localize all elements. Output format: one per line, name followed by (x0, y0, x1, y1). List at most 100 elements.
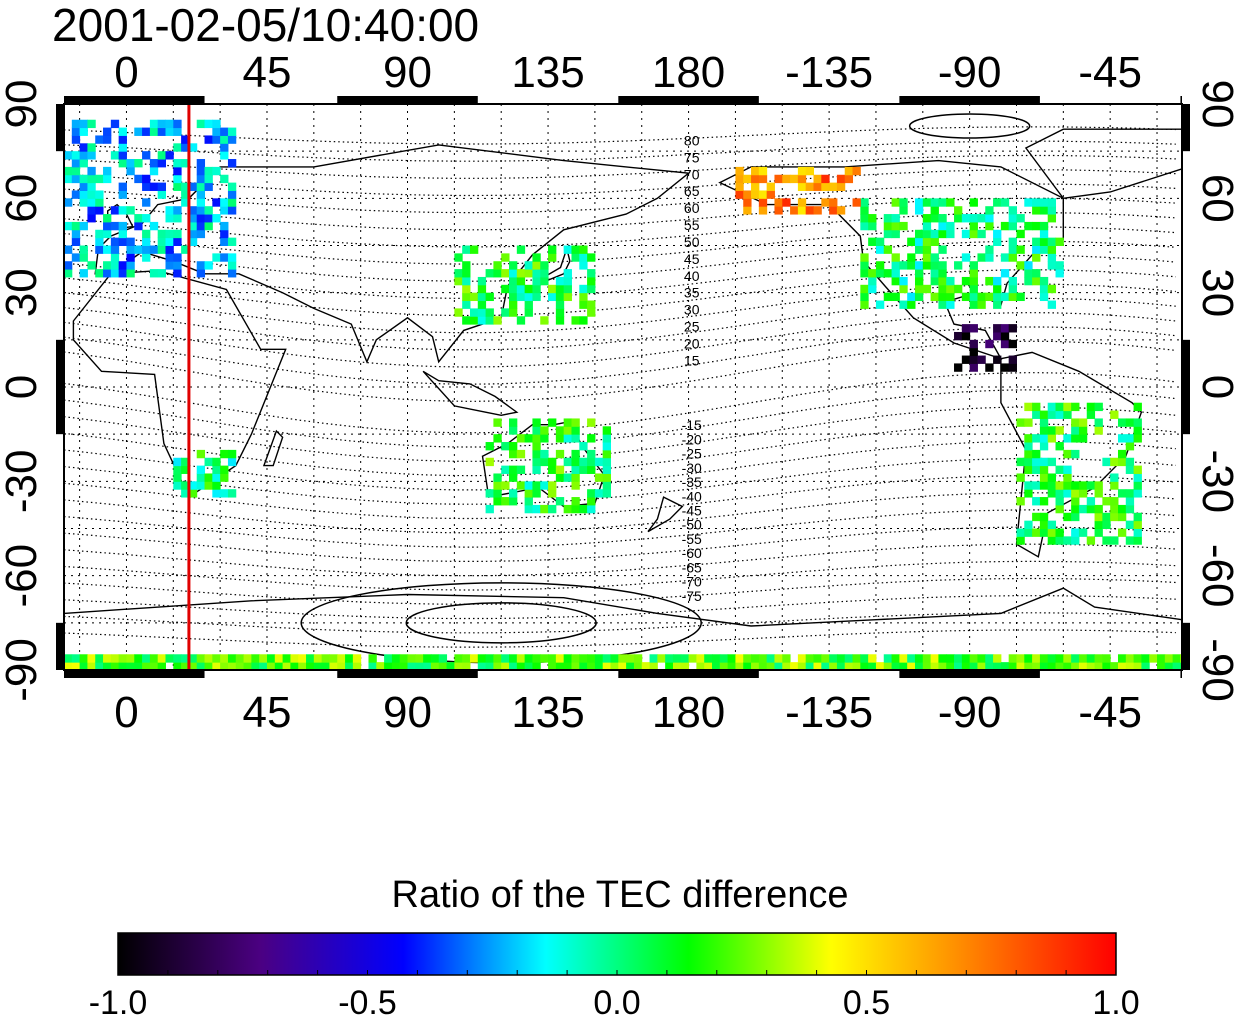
tec-cell (509, 426, 518, 435)
tec-cell (875, 237, 885, 246)
tec-cell (204, 214, 213, 223)
tec-cell (563, 654, 572, 663)
tec-cell (954, 662, 963, 670)
tec-cell (516, 316, 526, 325)
tec-cell (922, 221, 932, 231)
contour-label: 25 (684, 319, 700, 335)
tec-cell (914, 292, 924, 302)
tec-cell (485, 308, 494, 317)
tec-cell (181, 143, 190, 152)
tec-cell (883, 229, 893, 239)
tec-cell (118, 182, 127, 191)
tec-cell (1094, 662, 1103, 670)
tec-cell (1078, 426, 1088, 435)
tec-cell (587, 662, 596, 670)
tec-cell (563, 473, 572, 482)
tec-cell (954, 363, 963, 372)
tec-cell (571, 465, 580, 474)
tec-cell (1039, 497, 1049, 506)
tec-cell (103, 174, 112, 184)
tec-cell (103, 135, 112, 144)
tec-cell (509, 473, 518, 482)
tec-cell (1008, 206, 1017, 215)
tec-cell (524, 481, 533, 490)
tec-cell (938, 245, 947, 254)
tec-cell (1039, 426, 1049, 435)
tec-cell (173, 269, 182, 278)
tec-cell (860, 198, 869, 207)
tec-cell (1071, 662, 1080, 670)
tec-cell (524, 292, 533, 302)
tec-cell (571, 457, 580, 467)
tec-cell (1149, 654, 1158, 663)
tec-cell (977, 662, 986, 670)
tec-cell (1008, 324, 1017, 333)
tec-cell (181, 654, 190, 663)
tec-cell (126, 159, 135, 168)
tec-cell (87, 174, 96, 184)
tec-cell (930, 253, 939, 262)
tec-cell (587, 276, 596, 286)
bottom-tick-bar (899, 670, 1040, 678)
tec-cell (797, 654, 807, 663)
tec-cell (1078, 481, 1088, 490)
tec-cell (844, 662, 854, 670)
top-tick-bar (899, 96, 1040, 104)
tec-cell (188, 182, 198, 191)
tec-cell (149, 166, 159, 176)
tec-cell (1172, 662, 1181, 670)
tec-cell (633, 654, 643, 663)
tec-cell (485, 504, 494, 514)
tec-cell (1063, 402, 1072, 412)
tec-cell (1039, 457, 1049, 467)
tec-cell (165, 654, 174, 663)
coastline (94, 144, 691, 364)
tec-cell (1008, 276, 1017, 286)
tec-cell (649, 654, 658, 663)
tec-cell (1125, 536, 1135, 545)
tec-cell (1032, 481, 1041, 490)
tec-cell (71, 237, 81, 246)
tec-cell (836, 654, 846, 663)
axis-tick-bars (56, 96, 1190, 678)
tec-cell (961, 355, 971, 364)
tec-cell (540, 269, 549, 278)
tec-cell (149, 654, 159, 663)
tec-cell (329, 662, 338, 670)
tec-cell (805, 182, 814, 191)
tec-cell (930, 654, 939, 663)
tec-cell (883, 269, 893, 278)
contour-label: 75 (684, 149, 700, 165)
tec-cell (938, 284, 947, 294)
tec-cell (1102, 512, 1111, 522)
contour-label: -40 (682, 488, 702, 504)
tec-cell (969, 300, 978, 309)
tec-cell (493, 473, 502, 482)
tec-cell (79, 182, 88, 191)
tec-cell (196, 214, 206, 223)
tec-cell (196, 481, 206, 490)
tec-cell (220, 229, 229, 239)
tec-cell (142, 229, 151, 239)
tec-cell (1110, 457, 1119, 467)
tec-cell (860, 300, 869, 309)
tec-cell (563, 426, 572, 435)
tec-cell (868, 284, 877, 294)
tec-cell (907, 662, 916, 670)
tec-cell (516, 284, 526, 294)
tec-cell (376, 662, 385, 670)
tec-cell (1117, 434, 1127, 443)
tec-cell (555, 662, 565, 670)
tec-cell (571, 504, 580, 514)
tec-cell (165, 245, 174, 254)
tec-cell (548, 481, 557, 490)
tec-cell (946, 221, 955, 231)
tec-cell (1039, 229, 1049, 239)
tec-cell (196, 198, 206, 207)
tec-cell (1008, 355, 1017, 364)
tec-cell (477, 316, 487, 325)
tec-cell (1094, 512, 1103, 522)
tec-cell (914, 206, 924, 215)
tec-cell (1055, 402, 1064, 412)
tec-cell (212, 198, 221, 207)
